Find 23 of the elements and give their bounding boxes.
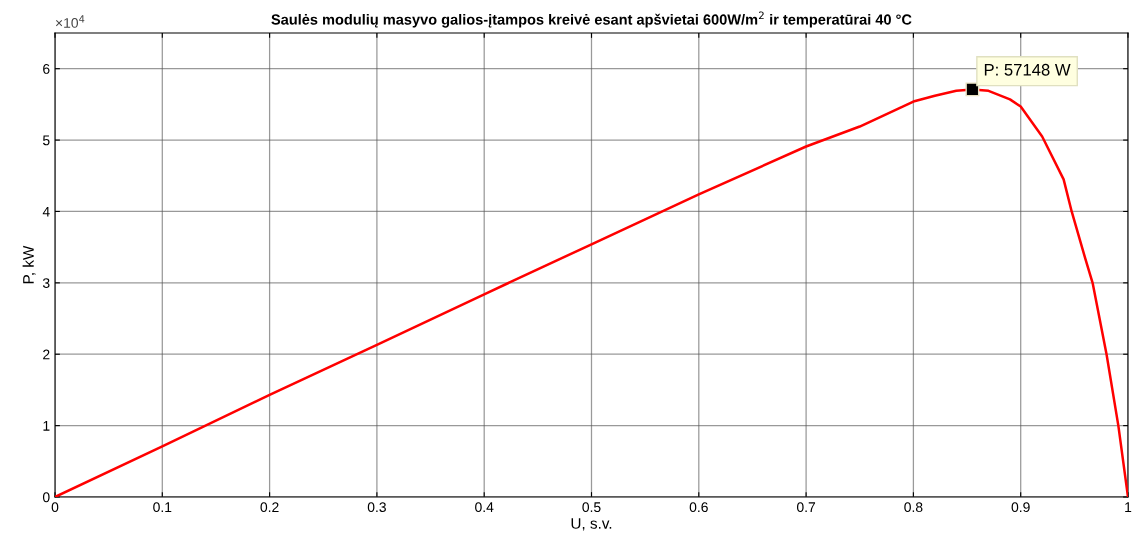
- y-tick-label: 2: [43, 349, 50, 360]
- x-tick-label: 0.7: [796, 502, 816, 513]
- x-tick-label: 0.1: [153, 502, 172, 513]
- x-tick-label: 0.8: [904, 502, 923, 513]
- y-tick-label: 6: [43, 64, 50, 74]
- x-tick-label: 1: [1125, 502, 1132, 512]
- x-tick-label: 0.6: [689, 502, 708, 513]
- text: ×10$^{4}$: [55, 15, 85, 28]
- x-tick-label: 0: [51, 502, 59, 513]
- y-tick-label: 4: [42, 206, 50, 217]
- x-tick-label: 0.2: [260, 502, 279, 513]
- annotation: P: 57148 W: [984, 63, 1071, 76]
- x-tick-label: 0.9: [1011, 502, 1030, 513]
- y-axis-title: P, kW: [22, 245, 36, 284]
- y-tick-label: 1: [43, 421, 50, 431]
- y-tick-label: 3: [42, 278, 50, 289]
- x-tick-label: 0.5: [582, 502, 601, 513]
- chart-title: Saulės modulių masyvo galios-įtampos kreivė esant apšvietai 600W/m$^{2}$ ir temperatūrai 40 °C: [271, 11, 912, 28]
- x-tick-label: 0.4: [475, 502, 494, 513]
- x-axis-title: U, s.v.: [571, 518, 612, 531]
- y-tick-label: 0: [42, 492, 50, 503]
- y-tick-label: 5: [42, 135, 50, 146]
- x-tick-label: 0.3: [367, 502, 386, 513]
